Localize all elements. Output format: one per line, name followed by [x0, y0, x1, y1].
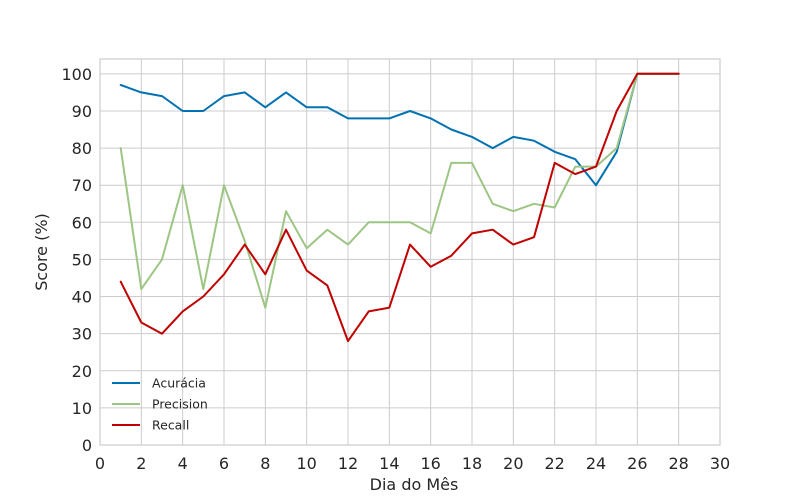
legend-entry: Recall	[152, 418, 189, 433]
x-tick-label: 8	[260, 454, 270, 473]
y-tick-label: 70	[72, 176, 92, 195]
x-tick-labels: 0 2 4 6 8 10 12 14 16 18 20 22 24 26 28 30	[95, 454, 730, 473]
x-tick-label: 16	[420, 454, 440, 473]
x-axis-label: Dia do Mês	[370, 475, 459, 494]
x-tick-label: 26	[627, 454, 647, 473]
y-tick-label: 50	[72, 250, 92, 269]
x-tick-label: 0	[95, 454, 105, 473]
x-tick-label: 4	[178, 454, 188, 473]
y-tick-label: 0	[82, 436, 92, 455]
legend-entry: Precision	[152, 397, 208, 412]
y-tick-label: 20	[72, 362, 92, 381]
x-tick-label: 28	[668, 454, 688, 473]
y-tick-label: 90	[72, 102, 92, 121]
x-tick-label: 6	[219, 454, 229, 473]
y-tick-label: 100	[61, 65, 92, 84]
y-tick-label: 30	[72, 325, 92, 344]
x-tick-label: 18	[462, 454, 482, 473]
x-tick-label: 24	[586, 454, 606, 473]
series-line-acur-cia	[121, 74, 679, 185]
y-tick-label: 60	[72, 213, 92, 232]
y-tick-label: 10	[72, 399, 92, 418]
legend-entry: Acurácia	[152, 376, 206, 391]
series-line-precision	[121, 74, 679, 308]
x-tick-label: 10	[296, 454, 316, 473]
x-tick-label: 14	[379, 454, 399, 473]
x-tick-label: 30	[710, 454, 730, 473]
series-group	[121, 74, 679, 341]
x-tick-label: 2	[136, 454, 146, 473]
legend: Acurácia Precision Recall	[112, 376, 208, 433]
y-axis-label: Score (%)	[32, 213, 51, 291]
x-tick-label: 20	[503, 454, 523, 473]
x-tick-label: 22	[544, 454, 564, 473]
y-tick-label: 80	[72, 139, 92, 158]
y-tick-label: 40	[72, 288, 92, 307]
y-tick-labels: 0 10 20 30 40 50 60 70 80 90 100	[61, 65, 92, 455]
x-tick-label: 12	[338, 454, 358, 473]
